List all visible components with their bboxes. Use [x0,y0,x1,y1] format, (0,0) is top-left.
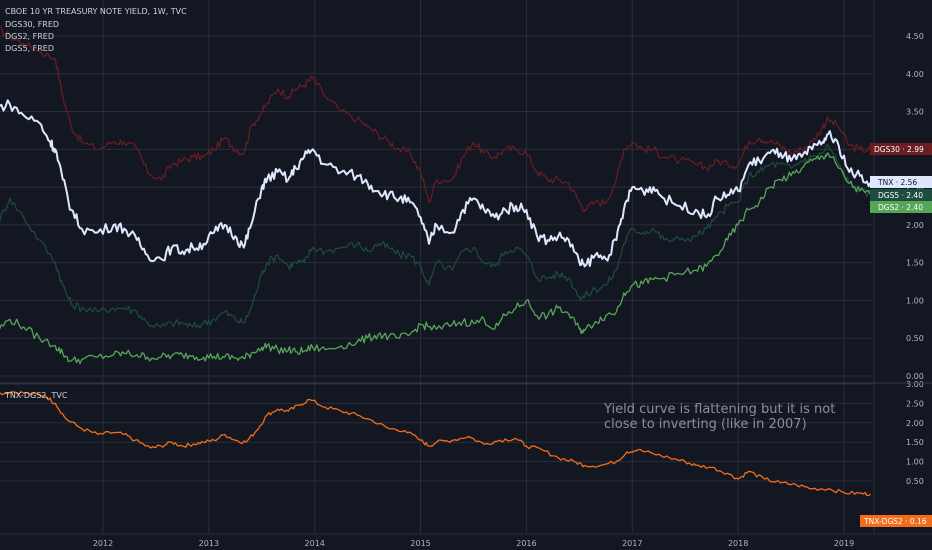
badge-dgs5: DGS5 · 2.40 [870,189,932,201]
badge-dgs2-label: DGS2 · 2.40 [878,203,923,212]
series-line-dgs5[interactable] [0,144,872,329]
x-tick-label: 2015 [410,539,430,548]
series-layer [0,26,872,497]
badge-dgs2-bg [870,201,932,213]
series-line-dgs2[interactable] [0,152,872,365]
badge-dgs5-bg [870,189,932,201]
badge-dgs30-bg [870,143,932,155]
y-tick-label-lower: 3.00 [906,380,924,389]
x-tick-label: 2016 [516,539,536,548]
badge-tnx-label: TNX · 2.56 [877,178,917,187]
y-tick-label-main: 3.50 [906,108,924,117]
y-tick-label-lower: 0.50 [906,477,924,486]
series-line-tnx[interactable] [0,99,872,268]
badge-tnx: TNX · 2.56 [870,176,932,188]
badge-tnx-bg [870,176,932,188]
x-tick-label: 2018 [728,539,748,548]
badge-dgs5-label: DGS5 · 2.40 [878,191,923,200]
legend: CBOE 10 YR TREASURY NOTE YIELD, 1W, TVC … [4,7,187,400]
x-tick-label: 2014 [305,539,325,548]
y-tick-label-lower: 1.00 [906,458,924,467]
y-tick-label-main: 1.50 [906,259,924,268]
x-tick-label: 2017 [622,539,642,548]
legend-main-title[interactable]: CBOE 10 YR TREASURY NOTE YIELD, 1W, TVC [5,7,187,16]
badge-spread: TNX-DGS2 · 0.16 [860,515,932,527]
series-line-tnx-dgs2[interactable] [0,391,871,497]
y-tick-label-main: 2.00 [906,221,924,230]
annotation-line-1: Yield curve is flattening but it is not [603,402,835,417]
y-tick-label-lower: 1.50 [906,438,924,447]
y-tick-label-main: 0.50 [906,334,924,343]
series-line-dgs30[interactable] [0,26,872,213]
y-tick-label-main: 1.00 [906,296,924,305]
badge-dgs30: DGS30 · 2.99 [870,143,932,155]
legend-dgs2[interactable]: DGS2, FRED [5,32,54,41]
y-tick-label-main: 4.00 [906,70,924,79]
y-tick-label-main: 0.00 [906,372,924,381]
legend-dgs30[interactable]: DGS30, FRED [5,20,59,29]
x-tick-label: 2013 [199,539,219,548]
x-tick-label: 2019 [834,539,854,548]
x-tick-label: 2012 [93,539,113,548]
annotation-line-2: close to inverting (like in 2007) [604,417,807,432]
y-tick-label-lower: 2.50 [906,399,924,408]
badge-dgs30-label: DGS30 · 2.99 [874,145,924,154]
legend-lower-title[interactable]: TNX-DGS2, TVC [4,391,68,400]
y-tick-label-lower: 2.00 [906,419,924,428]
badge-spread-bg [860,515,932,527]
badge-dgs2: DGS2 · 2.40 [870,201,932,213]
y-tick-label-main: 4.50 [906,32,924,41]
legend-dgs5[interactable]: DGS5, FRED [5,44,54,53]
badge-spread-label: TNX-DGS2 · 0.16 [863,517,927,526]
annotation-note[interactable]: Yield curve is flattening but it is not … [603,402,835,432]
